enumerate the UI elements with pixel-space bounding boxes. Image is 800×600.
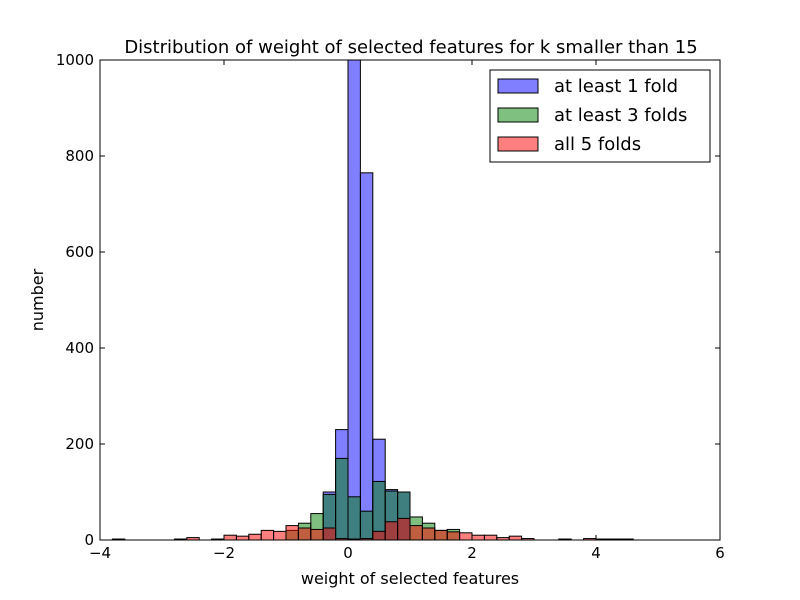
- x-tick-label: 4: [591, 544, 601, 562]
- bar-series-1-bin-5: [347, 496, 361, 541]
- x-tick-label: 6: [715, 544, 725, 562]
- x-tick-label: −4: [89, 544, 111, 562]
- bar-series-2-bin-18: [397, 517, 411, 541]
- bar-series-2-bin-4: [223, 534, 237, 541]
- y-tick-label: 400: [65, 339, 94, 357]
- bar-series-2-bin-21: [434, 529, 448, 541]
- ticks-layer: −4 −2 0 2 4 6 0 200 400 600 800 1000: [56, 51, 725, 562]
- x-tick-label: 2: [467, 544, 477, 562]
- bar-series-2-bin-19: [409, 525, 423, 541]
- chart-title: Distribution of weight of selected featu…: [124, 37, 697, 58]
- bar-series-2-bin-20: [421, 527, 436, 541]
- bar-series-2-bin-10: [297, 527, 312, 541]
- bar-series-2-bin-6: [248, 533, 262, 541]
- x-axis-label: weight of selected features: [301, 569, 519, 588]
- y-tick-label: 600: [65, 243, 94, 261]
- bar-series-1-bin-4: [335, 457, 349, 541]
- bar-series-2-bin-27: [508, 535, 523, 541]
- bar-series-0-bin-3: [359, 172, 374, 541]
- x-tick-label: 0: [343, 544, 353, 562]
- y-tick-label: 800: [65, 147, 94, 165]
- y-axis-label: number: [28, 268, 47, 331]
- bar-series-2-bin-23: [459, 532, 473, 541]
- bar-series-2-bin-11: [310, 528, 324, 541]
- bar-series-2-bin-17: [384, 521, 399, 541]
- bar-series-2-bin-5: [235, 535, 250, 541]
- legend-swatch: [497, 107, 539, 123]
- y-tick-label: 1000: [56, 51, 94, 69]
- legend-items: at least 1 fold at least 3 folds all 5 fol…: [497, 76, 687, 155]
- legend-swatch: [497, 136, 539, 152]
- bar-series-2-bin-25: [483, 534, 498, 541]
- plot-frame: [99, 59, 721, 541]
- bar-series-2-bin-24: [471, 534, 485, 541]
- legend-swatch: [497, 78, 539, 94]
- bar-series-2-bin-9: [285, 525, 299, 541]
- bar-series-2-bin-8: [273, 530, 287, 541]
- bar-series-1-bin-6: [359, 510, 374, 541]
- legend: at least 1 fold at least 3 folds all 5 fol…: [489, 69, 711, 163]
- legend-label: all 5 folds: [554, 134, 641, 155]
- x-tick-label: −2: [213, 544, 235, 562]
- bar-series-0-bin-2: [347, 59, 361, 541]
- bar-series-2-bin-16: [372, 530, 386, 541]
- y-tick-label: 0: [84, 531, 94, 549]
- bar-series-2-bin-12: [322, 527, 337, 541]
- bars-layer: [111, 59, 634, 541]
- legend-label: at least 1 fold: [554, 76, 678, 97]
- bar-series-2-bin-7: [260, 529, 275, 541]
- legend-label: at least 3 folds: [554, 105, 687, 126]
- bar-series-2-bin-22: [446, 531, 461, 541]
- y-tick-label: 200: [65, 435, 94, 453]
